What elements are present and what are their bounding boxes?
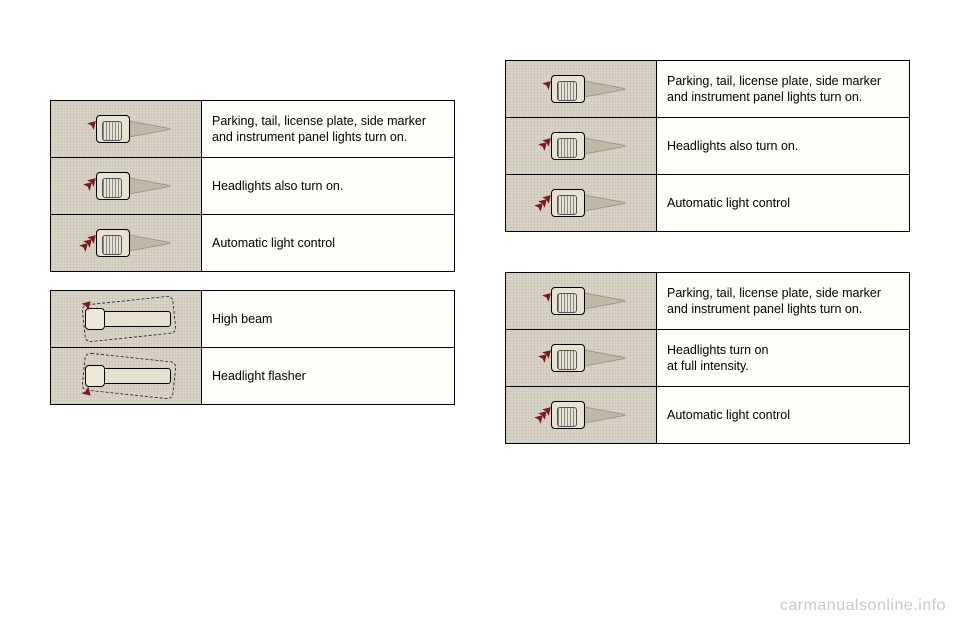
stalk-icon (506, 118, 656, 174)
beam-down-icon (51, 348, 201, 404)
beam-up-icon (51, 291, 201, 347)
stalk-icon (51, 101, 201, 157)
row-text: Automatic light control (201, 215, 454, 271)
table-row: Automatic light control (51, 214, 454, 271)
table-row: Automatic light control (506, 174, 909, 231)
watermark: carmanualsonline.info (780, 597, 946, 615)
beam-table: High beam Headlight flasher (50, 290, 455, 405)
headlight-positions-table: Parking, tail, license plate, side marke… (50, 100, 455, 272)
left-column: Parking, tail, license plate, side marke… (50, 40, 455, 444)
stalk-icon (506, 61, 656, 117)
table-row: Parking, tail, license plate, side marke… (506, 61, 909, 117)
right-column: Parking, tail, license plate, side marke… (505, 40, 910, 444)
row-text: Automatic light control (656, 175, 909, 231)
row-text: High beam (201, 291, 454, 347)
row-text: Parking, tail, license plate, side marke… (201, 101, 454, 157)
table-row: Parking, tail, license plate, side marke… (51, 101, 454, 157)
table-row: High beam (51, 291, 454, 347)
table-row: Headlights also turn on. (506, 117, 909, 174)
stalk-icon (506, 175, 656, 231)
table-row: Automatic light control (506, 386, 909, 443)
table-row: Headlight flasher (51, 347, 454, 404)
auto-light-table: Parking, tail, license plate, side marke… (505, 60, 910, 232)
manual-page: Parking, tail, license plate, side marke… (0, 0, 960, 464)
row-text: Parking, tail, license plate, side marke… (656, 61, 909, 117)
table-row: Parking, tail, license plate, side marke… (506, 273, 909, 329)
row-text: Headlights also turn on. (201, 158, 454, 214)
table-row: Headlights turn on at full intensity. (506, 329, 909, 386)
stalk-icon (51, 215, 201, 271)
row-text: Automatic light control (656, 387, 909, 443)
row-text: Headlights also turn on. (656, 118, 909, 174)
row-text: Headlights turn on at full intensity. (656, 330, 909, 386)
row-text: Parking, tail, license plate, side marke… (656, 273, 909, 329)
stalk-icon (506, 273, 656, 329)
row-text: Headlight flasher (201, 348, 454, 404)
stalk-icon (506, 330, 656, 386)
table-row: Headlights also turn on. (51, 157, 454, 214)
stalk-icon (506, 387, 656, 443)
stalk-icon (51, 158, 201, 214)
drl-table: Parking, tail, license plate, side marke… (505, 272, 910, 444)
